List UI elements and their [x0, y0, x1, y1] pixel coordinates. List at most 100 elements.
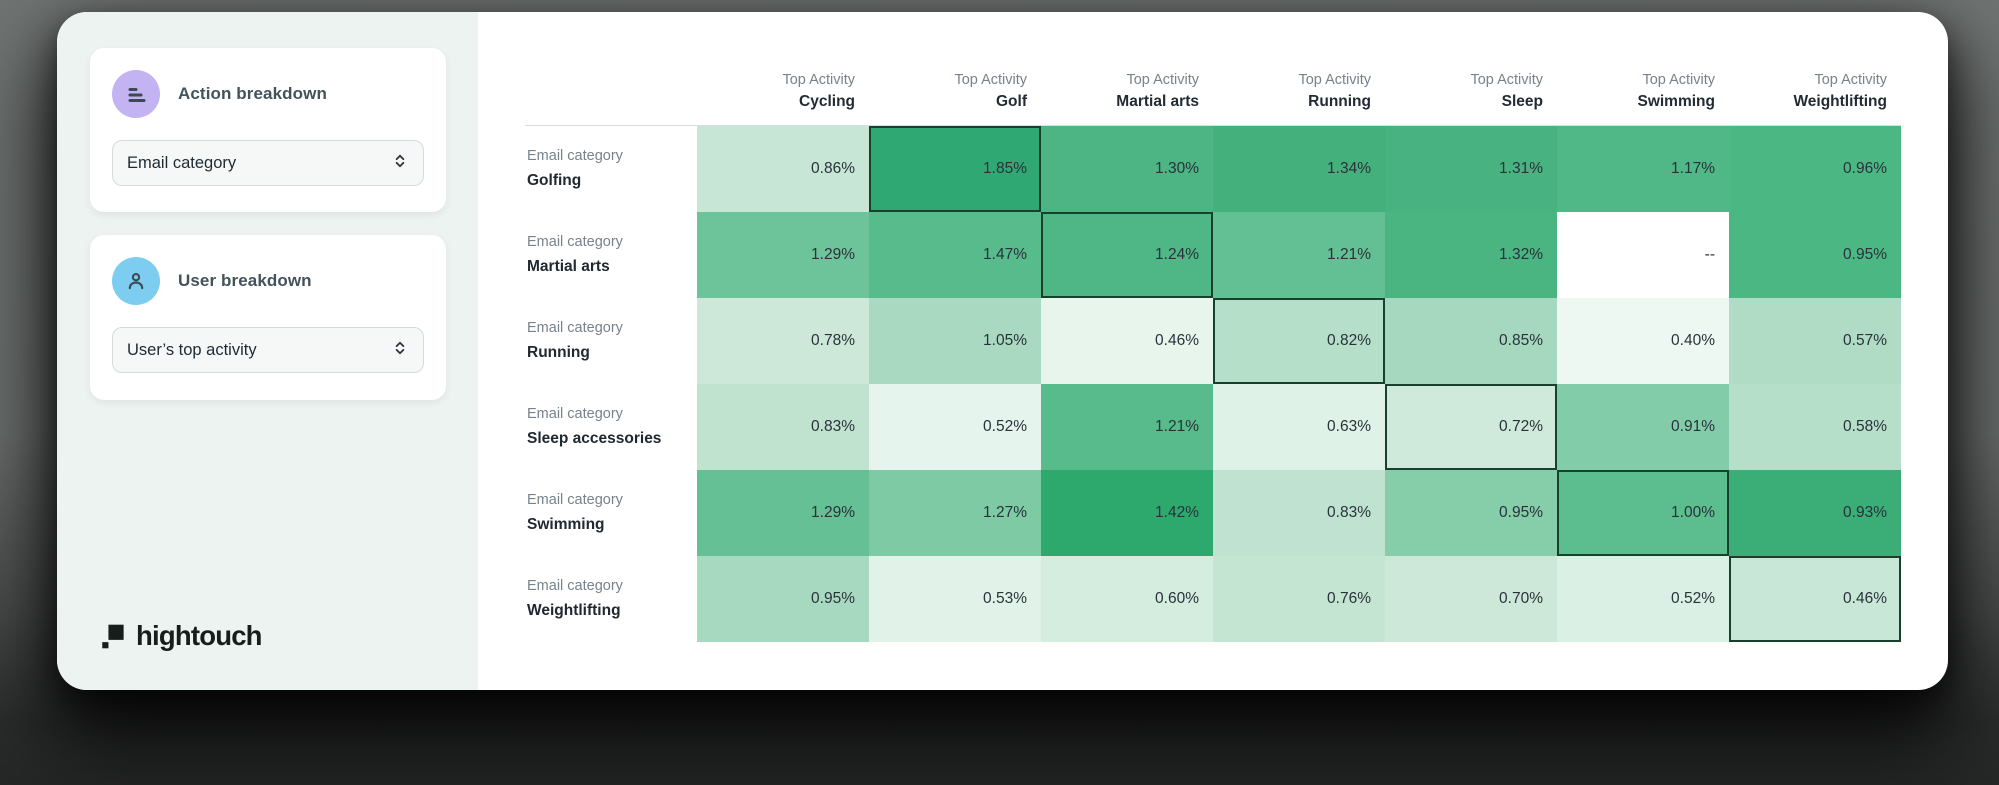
row-header-label: Swimming	[527, 516, 605, 534]
heatmap-row-weightlifting: Email category Weightlifting 0.95% 0.53% 0.6…	[525, 556, 1901, 642]
row-header-sleep-accessories: Email category Sleep accessories	[525, 384, 697, 470]
hightouch-logo-text: hightouch	[136, 620, 262, 651]
heatmap-cell-sleep-accessories-swimming[interactable]: 0.91%	[1557, 384, 1729, 470]
column-header-label: Weightlifting	[1793, 92, 1887, 110]
heatmap-cell-sleep-accessories-sleep[interactable]: 0.72%	[1385, 384, 1557, 470]
heatmap-cell-golfing-swimming[interactable]: 1.17%	[1557, 126, 1729, 212]
heatmap-cell-weightlifting-running[interactable]: 0.76%	[1213, 556, 1385, 642]
heatmap-cell-martial-arts-cycling[interactable]: 1.29%	[697, 212, 869, 298]
heatmap-cell-weightlifting-sleep[interactable]: 0.70%	[1385, 556, 1557, 642]
heatmap-cell-running-weightlifting[interactable]: 0.57%	[1729, 298, 1901, 384]
heatmap-cell-golfing-martial-arts[interactable]: 1.30%	[1041, 126, 1213, 212]
row-header-prefix: Email category	[527, 319, 623, 336]
heatmap-cell-running-cycling[interactable]: 0.78%	[697, 298, 869, 384]
heatmap-row-running: Email category Running 0.78% 1.05% 0.46% 0.82…	[525, 298, 1901, 384]
column-header-cycling: Top Activity Cycling	[697, 40, 869, 125]
heatmap-cell-swimming-weightlifting[interactable]: 0.93%	[1729, 470, 1901, 556]
heatmap-cell-golfing-cycling[interactable]: 0.86%	[697, 126, 869, 212]
matrix-body: Email category Golfing 0.86% 1.85% 1.30% 1.34…	[525, 126, 1901, 642]
column-header-prefix: Top Activity	[1298, 71, 1371, 88]
chevron-up-down-icon	[391, 339, 409, 362]
column-header-prefix: Top Activity	[1126, 71, 1199, 88]
matrix-corner	[525, 40, 697, 125]
user-breakdown-card: User breakdown User’s top activity	[90, 235, 446, 400]
row-header-running: Email category Running	[525, 298, 697, 384]
heatmap-cell-weightlifting-swimming[interactable]: 0.52%	[1557, 556, 1729, 642]
heatmap-matrix: Top Activity Cycling Top Activity Golf Top A…	[525, 40, 1901, 642]
heatmap-cell-sleep-accessories-cycling[interactable]: 0.83%	[697, 384, 869, 470]
row-header-prefix: Email category	[527, 233, 623, 250]
heatmap-row-swimming: Email category Swimming 1.29% 1.27% 1.42% 0.8…	[525, 470, 1901, 556]
heatmap-cell-running-sleep[interactable]: 0.85%	[1385, 298, 1557, 384]
heatmap-cell-golfing-sleep[interactable]: 1.31%	[1385, 126, 1557, 212]
heatmap-cell-sleep-accessories-golf[interactable]: 0.52%	[869, 384, 1041, 470]
column-header-golf: Top Activity Golf	[869, 40, 1041, 125]
hightouch-logo-icon	[102, 624, 124, 648]
heatmap-row-golfing: Email category Golfing 0.86% 1.85% 1.30% 1.34…	[525, 126, 1901, 212]
heatmap-row-martial-arts: Email category Martial arts 1.29% 1.47% 1.24…	[525, 212, 1901, 298]
heatmap-cell-weightlifting-weightlifting[interactable]: 0.46%	[1729, 556, 1901, 642]
heatmap-cell-running-martial-arts[interactable]: 0.46%	[1041, 298, 1213, 384]
dashboard-card: Action breakdown Email category	[57, 12, 1948, 690]
column-header-label: Running	[1308, 92, 1371, 110]
heatmap-cell-swimming-martial-arts[interactable]: 1.42%	[1041, 470, 1213, 556]
heatmap-cell-swimming-sleep[interactable]: 0.95%	[1385, 470, 1557, 556]
row-header-label: Golfing	[527, 172, 582, 190]
column-header-label: Cycling	[799, 92, 855, 110]
column-header-label: Golf	[996, 92, 1027, 110]
row-header-golfing: Email category Golfing	[525, 126, 697, 212]
heatmap-cell-golfing-weightlifting[interactable]: 0.96%	[1729, 126, 1901, 212]
column-header-label: Martial arts	[1116, 92, 1199, 110]
row-header-label: Running	[527, 344, 590, 362]
heatmap-cell-running-golf[interactable]: 1.05%	[869, 298, 1041, 384]
column-header-prefix: Top Activity	[1642, 71, 1715, 88]
heatmap-cell-weightlifting-martial-arts[interactable]: 0.60%	[1041, 556, 1213, 642]
matrix-header-row: Top Activity Cycling Top Activity Golf Top A…	[525, 40, 1901, 126]
heatmap-cell-running-swimming[interactable]: 0.40%	[1557, 298, 1729, 384]
heatmap-cell-running-running[interactable]: 0.82%	[1213, 298, 1385, 384]
row-header-weightlifting: Email category Weightlifting	[525, 556, 697, 642]
heatmap-cell-martial-arts-golf[interactable]: 1.47%	[869, 212, 1041, 298]
heatmap-cell-swimming-golf[interactable]: 1.27%	[869, 470, 1041, 556]
bars-breakdown-icon	[112, 70, 160, 118]
column-header-prefix: Top Activity	[954, 71, 1027, 88]
row-header-swimming: Email category Swimming	[525, 470, 697, 556]
heatmap-cell-martial-arts-running[interactable]: 1.21%	[1213, 212, 1385, 298]
action-breakdown-title: Action breakdown	[178, 84, 327, 103]
row-header-label: Martial arts	[527, 258, 610, 276]
column-header-martial-arts: Top Activity Martial arts	[1041, 40, 1213, 125]
heatmap-cell-sleep-accessories-weightlifting[interactable]: 0.58%	[1729, 384, 1901, 470]
row-header-prefix: Email category	[527, 577, 623, 594]
action-breakdown-dropdown-value: Email category	[127, 153, 237, 172]
heatmap-cell-sleep-accessories-martial-arts[interactable]: 1.21%	[1041, 384, 1213, 470]
column-header-weightlifting: Top Activity Weightlifting	[1729, 40, 1901, 125]
column-header-running: Top Activity Running	[1213, 40, 1385, 125]
column-header-prefix: Top Activity	[782, 71, 855, 88]
heatmap-cell-swimming-swimming[interactable]: 1.00%	[1557, 470, 1729, 556]
heatmap-cell-sleep-accessories-running[interactable]: 0.63%	[1213, 384, 1385, 470]
heatmap-cell-swimming-cycling[interactable]: 1.29%	[697, 470, 869, 556]
heatmap-cell-martial-arts-swimming[interactable]: --	[1557, 212, 1729, 298]
chevron-up-down-icon	[391, 152, 409, 175]
heatmap-cell-martial-arts-martial-arts[interactable]: 1.24%	[1041, 212, 1213, 298]
heatmap-cell-golfing-golf[interactable]: 1.85%	[869, 126, 1041, 212]
column-header-prefix: Top Activity	[1814, 71, 1887, 88]
user-breakdown-dropdown-value: User’s top activity	[127, 340, 257, 359]
heatmap-row-sleep-accessories: Email category Sleep accessories 0.83% 0.52…	[525, 384, 1901, 470]
heatmap-cell-swimming-running[interactable]: 0.83%	[1213, 470, 1385, 556]
heatmap-cell-golfing-running[interactable]: 1.34%	[1213, 126, 1385, 212]
sidebar: Action breakdown Email category	[57, 12, 478, 690]
heatmap-cell-martial-arts-sleep[interactable]: 1.32%	[1385, 212, 1557, 298]
hightouch-logo: hightouch	[100, 620, 262, 652]
column-header-label: Swimming	[1637, 92, 1715, 110]
column-header-label: Sleep	[1501, 92, 1543, 110]
heatmap-cell-martial-arts-weightlifting[interactable]: 0.95%	[1729, 212, 1901, 298]
column-header-swimming: Top Activity Swimming	[1557, 40, 1729, 125]
row-header-prefix: Email category	[527, 405, 623, 422]
row-header-prefix: Email category	[527, 491, 623, 508]
action-breakdown-card: Action breakdown Email category	[90, 48, 446, 212]
heatmap-cell-weightlifting-golf[interactable]: 0.53%	[869, 556, 1041, 642]
action-breakdown-dropdown[interactable]: Email category	[112, 140, 424, 186]
heatmap-cell-weightlifting-cycling[interactable]: 0.95%	[697, 556, 869, 642]
user-breakdown-dropdown[interactable]: User’s top activity	[112, 327, 424, 373]
